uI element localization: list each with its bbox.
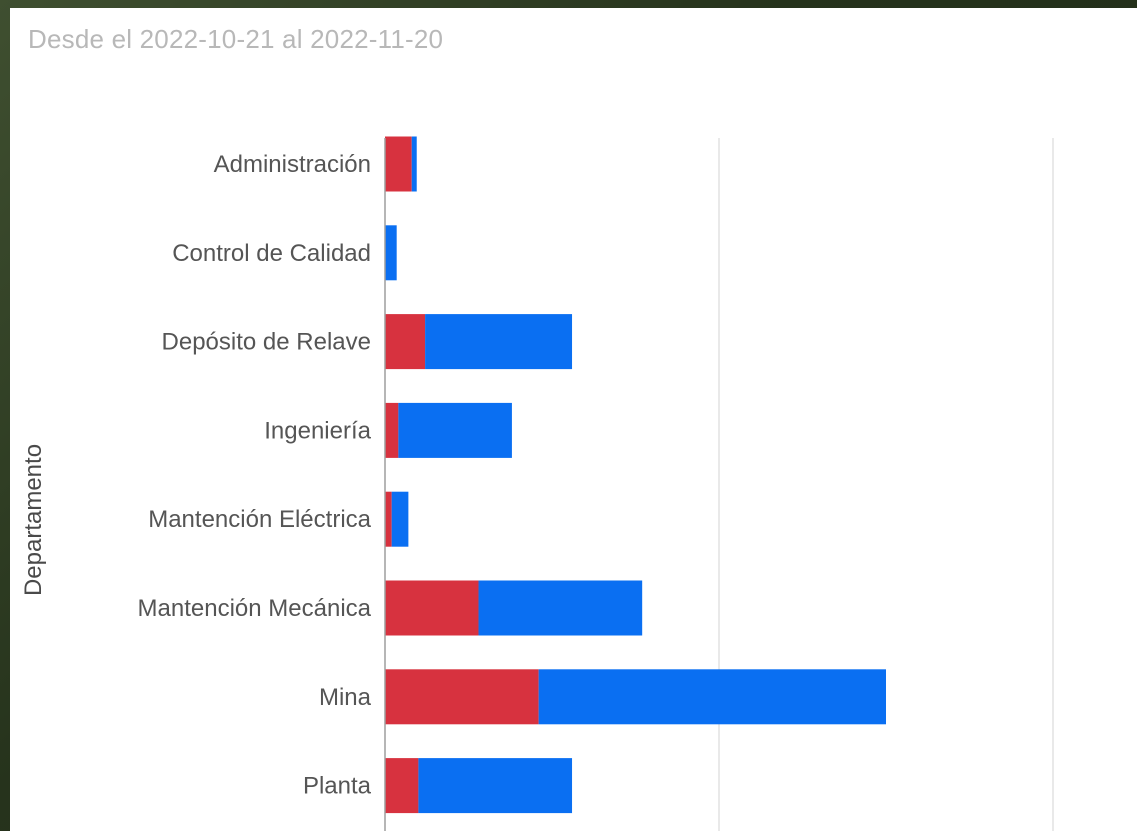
bar-segment (385, 402, 399, 458)
category-label: Administración (214, 151, 371, 178)
category-label: Ingeniería (264, 417, 371, 444)
bar-segment (385, 758, 419, 814)
bar-segment (385, 136, 412, 192)
bar-segment (411, 136, 417, 192)
category-label: Depósito de Relave (162, 329, 371, 356)
bar-segment (418, 758, 573, 814)
bar-segment (385, 669, 539, 725)
category-label: Mina (319, 684, 372, 711)
bar-segment (478, 580, 643, 636)
bar-segment (385, 314, 426, 370)
category-label: Planta (303, 773, 372, 800)
bar-segment (385, 225, 397, 281)
chart-subtitle: Desde el 2022-10-21 al 2022-11-20 (28, 24, 444, 54)
bar-segment (391, 491, 409, 547)
category-label: Mantención Eléctrica (148, 506, 371, 533)
bar-segment (425, 314, 573, 370)
bar-segment (398, 402, 512, 458)
category-label: Control de Calidad (172, 240, 371, 267)
bar-segment (538, 669, 886, 725)
category-label: Mantención Mecánica (138, 595, 372, 622)
bar-segment (385, 491, 392, 547)
bar-segment (385, 580, 479, 636)
